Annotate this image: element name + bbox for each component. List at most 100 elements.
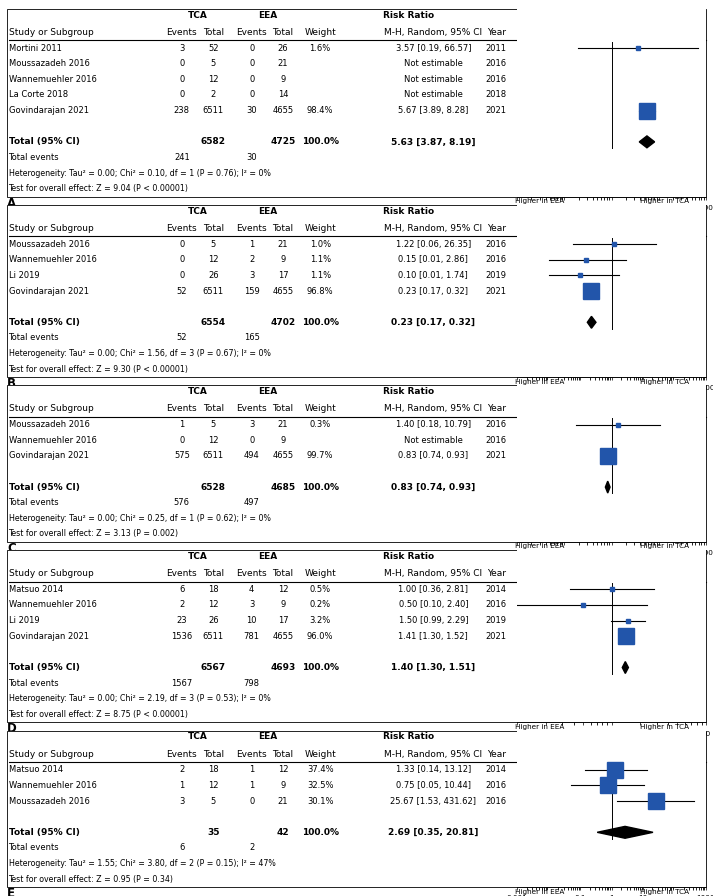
Text: 1.50 [0.99, 2.29]: 1.50 [0.99, 2.29] xyxy=(399,616,468,625)
Text: Total events: Total events xyxy=(9,153,59,162)
Text: 6554: 6554 xyxy=(200,318,226,327)
Text: EEA: EEA xyxy=(258,11,277,20)
Text: 1.00 [0.36, 2.81]: 1.00 [0.36, 2.81] xyxy=(399,585,468,594)
Text: B: B xyxy=(7,377,16,390)
Text: Events: Events xyxy=(167,28,197,37)
Text: 1.22 [0.06, 26.35]: 1.22 [0.06, 26.35] xyxy=(396,239,471,248)
Text: Heterogeneity: Tau² = 0.00; Chi² = 1.56, df = 3 (P = 0.67); I² = 0%: Heterogeneity: Tau² = 0.00; Chi² = 1.56,… xyxy=(9,349,270,358)
Text: 1.0%: 1.0% xyxy=(309,239,331,248)
Text: Matsuo 2014: Matsuo 2014 xyxy=(9,765,63,774)
Text: 52: 52 xyxy=(177,333,187,342)
Text: Events: Events xyxy=(167,750,197,759)
Text: 30.1%: 30.1% xyxy=(307,797,334,806)
Text: 0: 0 xyxy=(179,435,185,444)
Text: 18: 18 xyxy=(208,585,219,594)
Text: Total: Total xyxy=(272,750,294,759)
Text: 0.75 [0.05, 10.44]: 0.75 [0.05, 10.44] xyxy=(396,781,471,790)
Text: 3.57 [0.19, 66.57]: 3.57 [0.19, 66.57] xyxy=(396,44,471,53)
Text: 4655: 4655 xyxy=(272,632,294,641)
Text: 52: 52 xyxy=(177,287,187,296)
Text: Total: Total xyxy=(272,28,294,37)
Text: Study or Subgroup: Study or Subgroup xyxy=(9,28,93,37)
Text: Moussazadeh 2016: Moussazadeh 2016 xyxy=(9,59,89,68)
Text: Total (95% CI): Total (95% CI) xyxy=(9,318,79,327)
Text: 2014: 2014 xyxy=(486,765,507,774)
Text: 42: 42 xyxy=(277,828,289,837)
Text: Mortini 2011: Mortini 2011 xyxy=(9,44,61,53)
Text: Total (95% CI): Total (95% CI) xyxy=(9,483,79,492)
Text: 96.8%: 96.8% xyxy=(307,287,334,296)
Text: 1: 1 xyxy=(249,765,255,774)
Text: Test for overall effect: Z = 3.13 (P = 0.002): Test for overall effect: Z = 3.13 (P = 0… xyxy=(9,530,178,538)
Text: 9: 9 xyxy=(280,435,286,444)
Text: Heterogeneity: Tau² = 0.00; Chi² = 0.25, df = 1 (P = 0.62); I² = 0%: Heterogeneity: Tau² = 0.00; Chi² = 0.25,… xyxy=(9,514,270,523)
Text: Wannemuehler 2016: Wannemuehler 2016 xyxy=(9,75,96,84)
Text: 5.67 [3.89, 8.28]: 5.67 [3.89, 8.28] xyxy=(398,106,468,115)
Text: 0: 0 xyxy=(179,59,185,68)
Text: TCA: TCA xyxy=(188,11,207,20)
Text: 2021: 2021 xyxy=(486,287,507,296)
Text: M-H, Random, 95% CI: M-H, Random, 95% CI xyxy=(384,404,483,413)
Text: 4685: 4685 xyxy=(270,483,296,492)
Text: 12: 12 xyxy=(278,765,288,774)
Text: Weight: Weight xyxy=(304,404,336,413)
Text: 2: 2 xyxy=(249,843,255,852)
Text: Events: Events xyxy=(167,224,197,233)
Text: Year: Year xyxy=(487,404,506,413)
Text: 4655: 4655 xyxy=(272,452,294,461)
Text: Not estimable: Not estimable xyxy=(404,435,463,444)
Text: 6: 6 xyxy=(179,843,185,852)
Text: 12: 12 xyxy=(208,75,218,84)
Text: 0.2%: 0.2% xyxy=(309,600,331,609)
Text: Risk Ratio: Risk Ratio xyxy=(586,207,637,216)
Text: 238: 238 xyxy=(174,106,190,115)
Text: 2019: 2019 xyxy=(486,271,507,280)
Text: 4: 4 xyxy=(249,585,255,594)
Text: Study or Subgroup: Study or Subgroup xyxy=(9,750,93,759)
Text: 14: 14 xyxy=(278,90,288,99)
Text: 0: 0 xyxy=(249,75,255,84)
Text: Total events: Total events xyxy=(9,843,59,852)
Text: Test for overall effect: Z = 0.95 (P = 0.34): Test for overall effect: Z = 0.95 (P = 0… xyxy=(9,874,173,883)
Text: 30: 30 xyxy=(247,153,257,162)
Text: Heterogeneity: Tau² = 1.55; Chi² = 3.80, df = 2 (P = 0.15); I² = 47%: Heterogeneity: Tau² = 1.55; Chi² = 3.80,… xyxy=(9,859,275,868)
Text: 0.15 [0.01, 2.86]: 0.15 [0.01, 2.86] xyxy=(399,255,468,264)
Text: 6567: 6567 xyxy=(200,663,226,672)
Text: 0: 0 xyxy=(179,271,185,280)
Text: Risk Ratio: Risk Ratio xyxy=(383,387,434,396)
Text: 100.0%: 100.0% xyxy=(302,483,339,492)
Text: 52: 52 xyxy=(208,44,218,53)
Text: 12: 12 xyxy=(208,781,218,790)
Text: Risk Ratio: Risk Ratio xyxy=(586,552,637,561)
Text: Total: Total xyxy=(202,404,224,413)
Text: 0.23 [0.17, 0.32]: 0.23 [0.17, 0.32] xyxy=(399,287,468,296)
Text: M-H, Random, 95% CI: M-H, Random, 95% CI xyxy=(563,569,661,578)
Text: Year: Year xyxy=(487,224,506,233)
Text: Total: Total xyxy=(272,569,294,578)
Text: Risk Ratio: Risk Ratio xyxy=(586,387,637,396)
Text: 1: 1 xyxy=(249,239,255,248)
Text: TCA: TCA xyxy=(188,387,207,396)
Text: D: D xyxy=(7,722,17,736)
Text: Events: Events xyxy=(237,28,267,37)
Text: 2: 2 xyxy=(179,600,185,609)
Text: 2016: 2016 xyxy=(486,600,507,609)
Text: 0.3%: 0.3% xyxy=(309,420,331,429)
Text: 100.0%: 100.0% xyxy=(302,663,339,672)
Text: Weight: Weight xyxy=(304,224,336,233)
Text: 96.0%: 96.0% xyxy=(307,632,334,641)
Text: Events: Events xyxy=(237,750,267,759)
Text: 1.6%: 1.6% xyxy=(309,44,331,53)
Text: 9: 9 xyxy=(280,75,286,84)
Text: 3: 3 xyxy=(249,420,255,429)
Text: 2021: 2021 xyxy=(486,106,507,115)
Text: 4655: 4655 xyxy=(272,287,294,296)
Text: 2016: 2016 xyxy=(486,781,507,790)
Text: Weight: Weight xyxy=(304,28,336,37)
Text: TCA: TCA xyxy=(188,552,207,561)
Text: 2019: 2019 xyxy=(486,616,507,625)
Text: 100.0%: 100.0% xyxy=(302,828,339,837)
Text: Test for overall effect: Z = 8.75 (P < 0.00001): Test for overall effect: Z = 8.75 (P < 0… xyxy=(9,710,188,719)
Text: Govindarajan 2021: Govindarajan 2021 xyxy=(9,287,88,296)
Text: Events: Events xyxy=(167,569,197,578)
